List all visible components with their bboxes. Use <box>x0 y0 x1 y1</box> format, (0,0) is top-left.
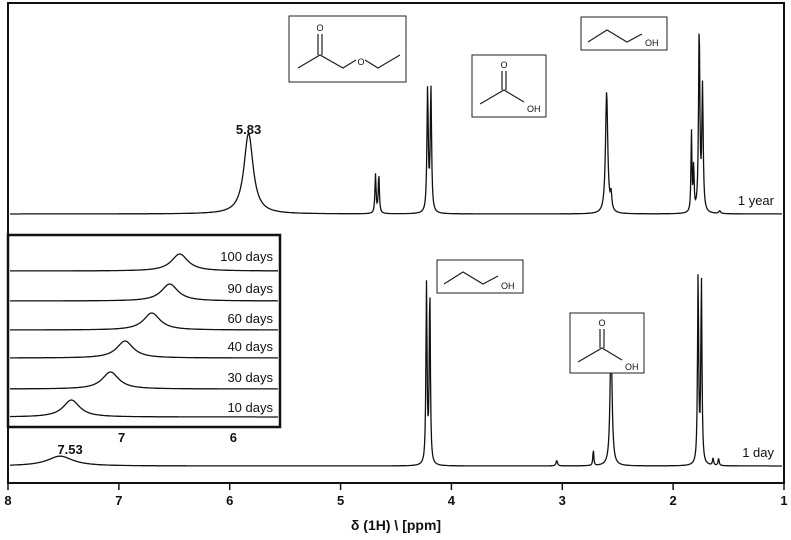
spectrum-label: 1 day <box>742 445 774 460</box>
x-tick-label: 6 <box>226 493 233 508</box>
spectrum-line <box>10 33 782 215</box>
inset-series-label: 90 days <box>227 281 273 296</box>
x-tick-label: 1 <box>780 493 787 508</box>
peak-annotation: 7.53 <box>57 442 82 457</box>
svg-text:O: O <box>598 318 605 328</box>
inset-series-line <box>10 253 278 272</box>
svg-text:OH: OH <box>527 104 541 114</box>
svg-text:O: O <box>357 57 364 67</box>
inset-series-line <box>10 371 278 390</box>
acetic-acid-structure-top: O OH <box>471 54 547 118</box>
inset-tick-label: 6 <box>230 430 237 445</box>
ethanol-structure-top: OH <box>580 16 668 51</box>
inset-series-label: 10 days <box>227 400 273 415</box>
x-tick-label: 2 <box>670 493 677 508</box>
inset-series-line <box>10 312 278 331</box>
svg-text:O: O <box>500 60 507 70</box>
ethyl-acetate-structure: O O <box>288 15 407 83</box>
x-tick-label: 8 <box>4 493 11 508</box>
x-axis-label: δ (1H) \ [ppm] <box>351 517 441 533</box>
inset-frame <box>6 233 282 429</box>
x-tick-label: 4 <box>448 493 456 508</box>
x-axis: 8 7 6 5 4 3 2 1 <box>4 483 788 508</box>
svg-text:O: O <box>316 23 323 33</box>
peak-annotation: 5.83 <box>236 122 261 137</box>
inset-series-label: 100 days <box>220 249 273 264</box>
inset-series-line <box>9 399 278 418</box>
x-tick-label: 3 <box>559 493 566 508</box>
inset-series-label: 40 days <box>227 339 273 354</box>
svg-text:OH: OH <box>645 38 659 48</box>
inset-series-line <box>10 340 278 359</box>
svg-text:OH: OH <box>501 281 515 291</box>
acetic-acid-structure-bottom: O OH <box>569 312 645 374</box>
inset-series-label: 60 days <box>227 311 273 326</box>
x-tick-label: 5 <box>337 493 344 508</box>
x-tick-label: 7 <box>115 493 122 508</box>
inset-tick-label: 7 <box>118 430 125 445</box>
svg-text:OH: OH <box>625 362 639 372</box>
inset-series-label: 30 days <box>227 370 273 385</box>
ethanol-structure-bottom: OH <box>436 259 524 294</box>
inset-series-line <box>10 283 278 302</box>
spectrum-line <box>10 274 782 467</box>
spectrum-label: 1 year <box>738 193 775 208</box>
inset-group: 100 days 90 days 60 days 40 days 30 days 10 d… <box>9 249 278 445</box>
spectra-group: 1 year 5.83 1 day 7.53 <box>10 33 782 467</box>
